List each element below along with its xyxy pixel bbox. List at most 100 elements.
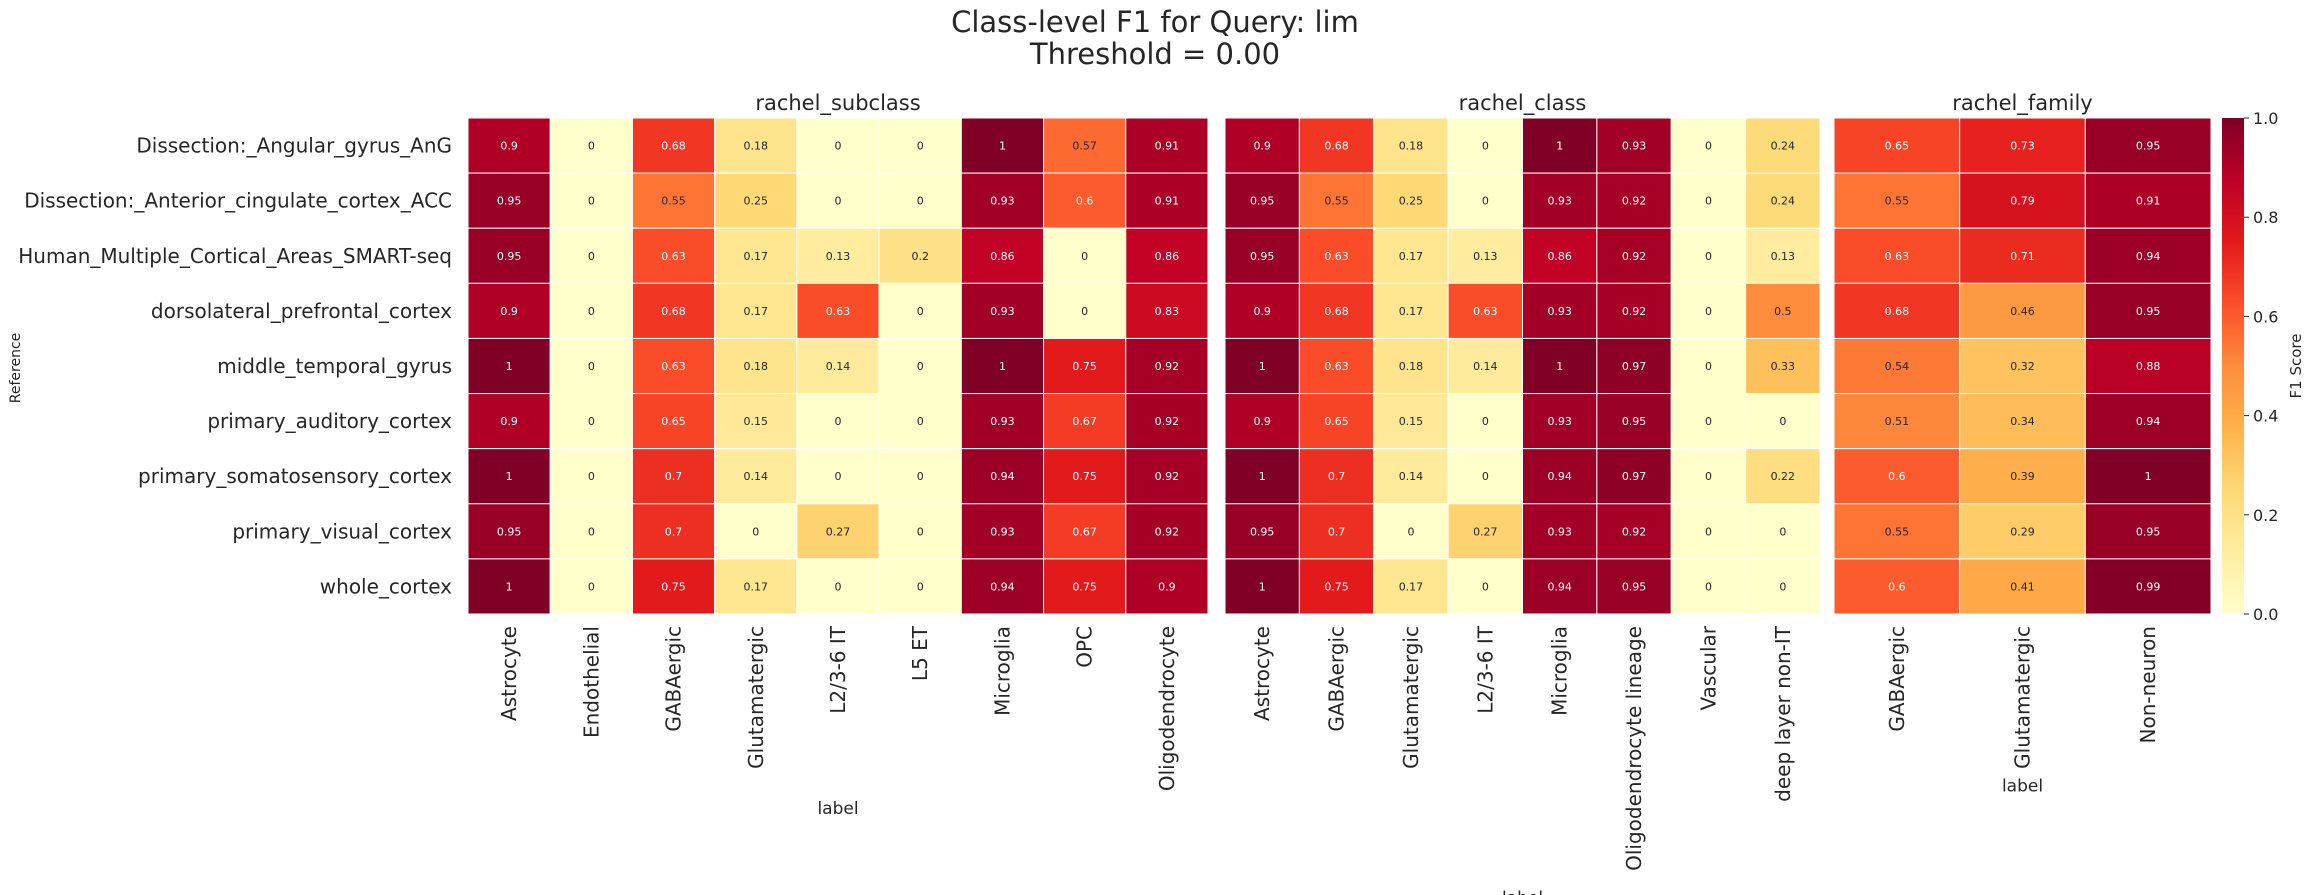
- cell-value-label: 0.5: [1774, 305, 1792, 318]
- cell-value-label: 0.55: [1324, 195, 1349, 208]
- row-label: primary_somatosensory_cortex: [138, 464, 452, 488]
- heatmap-cell: [1125, 337, 1209, 395]
- cell-value-label: 0: [1081, 305, 1088, 318]
- heatmap-cell: [1745, 227, 1821, 284]
- cell-value-label: 0.63: [1324, 250, 1349, 263]
- cell-value-label: 0.95: [2136, 305, 2161, 318]
- heatmap-cell: [1522, 172, 1598, 229]
- heatmap-cell: [2084, 503, 2212, 560]
- cell-value-label: 0.6: [1888, 580, 1906, 593]
- cell-value-label: 0.95: [497, 195, 522, 208]
- colorbar: 0.0 0.2 0.4 0.6 0.8 1.0 F1 Score: [2222, 109, 2305, 624]
- heatmap-cell: [467, 448, 551, 505]
- cell-value-label: 0: [1482, 470, 1489, 483]
- cell-value-label: 0.93: [1622, 140, 1647, 153]
- heatmap-cell: [1596, 558, 1672, 615]
- heatmap-cell: [2084, 117, 2212, 174]
- heatmap-cell: [796, 503, 880, 560]
- heatmap-cell: [467, 558, 551, 615]
- heatmap-cell: [1833, 337, 1961, 395]
- heatmap-cell: [1224, 558, 1300, 615]
- heatmap-cell: [1833, 558, 1961, 615]
- x-axis-label: label: [817, 799, 858, 819]
- cell-value-label: 0.86: [990, 250, 1015, 263]
- cell-value-label: 0.83: [1155, 305, 1180, 318]
- cell-value-label: 0: [1779, 415, 1786, 428]
- heatmap-cell: [1125, 282, 1209, 339]
- heatmap-cell: [1373, 448, 1449, 505]
- heatmap-cell: [960, 558, 1045, 615]
- heatmap-cell: [1373, 117, 1449, 174]
- cell-value-label: 0.75: [1324, 580, 1349, 593]
- cell-value-label: 0.63: [1324, 360, 1349, 373]
- heatmap-cell: [549, 227, 633, 284]
- cell-value-label: 0.17: [1399, 250, 1424, 263]
- cell-value-label: 0.68: [661, 305, 686, 318]
- cell-value-label: 0.18: [744, 360, 769, 373]
- cell-value-label: 1: [506, 360, 513, 373]
- heatmap-cell: [1298, 117, 1375, 174]
- x-tick-label: GABAergic: [1325, 626, 1349, 732]
- heatmap-cell: [1298, 448, 1375, 505]
- heatmap-cell: [2084, 282, 2212, 339]
- cell-value-label: 0: [588, 360, 595, 373]
- cell-value-label: 0: [1705, 140, 1712, 153]
- heatmap-cell: [631, 337, 716, 395]
- cell-value-label: 0: [917, 580, 924, 593]
- cell-value-label: 0.34: [2010, 415, 2035, 428]
- heatmap-cell: [714, 227, 798, 284]
- heatmap-cell: [1596, 117, 1672, 174]
- heatmap-cell: [1522, 227, 1598, 284]
- heatmap-cell: [1298, 337, 1375, 395]
- cell-value-label: 0.55: [1885, 195, 1910, 208]
- row-label: dorsolateral_prefrontal_cortex: [151, 299, 452, 323]
- heatmap-cell: [1670, 227, 1747, 284]
- x-tick-label: Glutamatergic: [2011, 626, 2035, 769]
- heatmap-cell: [796, 172, 880, 229]
- cell-value-label: 0.93: [990, 415, 1015, 428]
- heatmap-cell: [549, 393, 633, 450]
- chart-title: Class-level F1 for Query: lim: [951, 5, 1359, 39]
- cell-value-label: 1: [999, 360, 1006, 373]
- heatmap-cell: [878, 558, 962, 615]
- cell-value-label: 0.95: [497, 525, 522, 538]
- row-label: Human_Multiple_Cortical_Areas_SMART-seq: [18, 244, 452, 268]
- heatmap-cell: [1373, 393, 1449, 450]
- heatmap-cell: [1125, 227, 1209, 284]
- cell-value-label: 0.68: [1885, 305, 1910, 318]
- heatmap-cell: [1522, 448, 1598, 505]
- heatmap-cell: [960, 227, 1045, 284]
- cell-value-label: 0.95: [1250, 250, 1275, 263]
- cell-value-label: 0.97: [1622, 470, 1647, 483]
- cell-value-label: 0.13: [1771, 250, 1796, 263]
- heatmap-cell: [2084, 448, 2212, 505]
- heatmap-cell: [1670, 393, 1747, 450]
- heatmap-cell: [1125, 503, 1209, 560]
- cell-value-label: 0.75: [661, 580, 686, 593]
- heatmap-cell: [960, 172, 1045, 229]
- heatmap-cell: [1670, 282, 1747, 339]
- heatmap-cell: [1373, 558, 1449, 615]
- colorbar-tick-label: 0.0: [2253, 605, 2278, 624]
- row-label: Dissection:_Anterior_cingulate_cortex_AC…: [24, 189, 452, 213]
- cell-value-label: 0: [1705, 415, 1712, 428]
- colorbar-tick-label: 0.2: [2253, 506, 2278, 525]
- cell-value-label: 0.93: [1547, 195, 1572, 208]
- cell-value-label: 0.13: [1473, 250, 1498, 263]
- cell-value-label: 0.6: [1888, 470, 1906, 483]
- heatmap-cell: [1298, 227, 1375, 284]
- cell-value-label: 0.41: [2010, 580, 2035, 593]
- cell-value-label: 0.29: [2010, 525, 2035, 538]
- colorbar-tick-label: 0.6: [2253, 307, 2278, 326]
- heatmap-cell: [1670, 337, 1747, 395]
- x-tick-label: Non-neuron: [2136, 626, 2160, 743]
- cell-value-label: 0.93: [990, 195, 1015, 208]
- heatmap-cell: [1522, 337, 1598, 395]
- heatmap-cell: [1670, 172, 1747, 229]
- heatmap-cell: [1447, 117, 1523, 174]
- cell-value-label: 0.93: [1547, 525, 1572, 538]
- cell-value-label: 0: [588, 305, 595, 318]
- cell-value-label: 0.94: [990, 580, 1015, 593]
